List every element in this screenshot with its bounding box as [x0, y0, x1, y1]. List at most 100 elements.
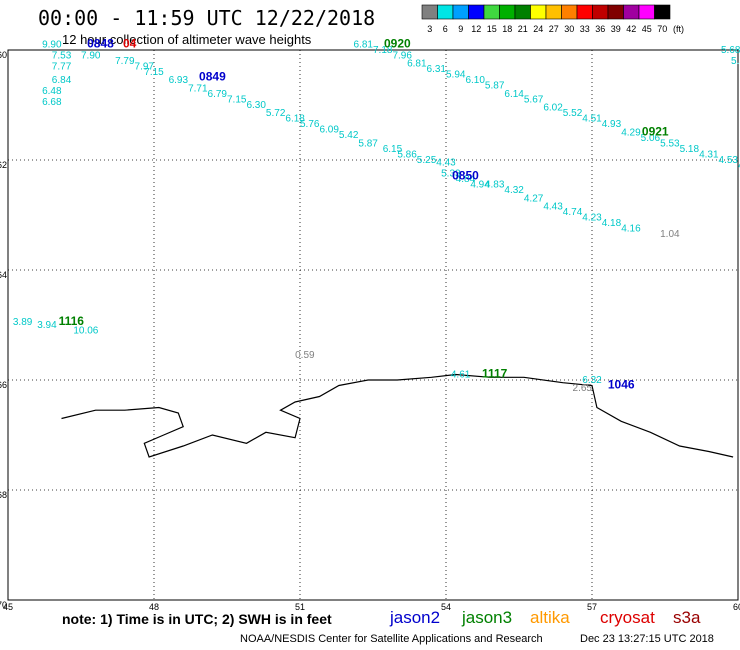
- swh-value-label: 1.04: [660, 229, 680, 240]
- swh-value-label: 5.94: [446, 70, 466, 81]
- swh-colorbar: 3 6 9 12 15 18 21 24 27 30 33 36 39 42 45 70 (ft): [421, 4, 684, 34]
- swh-value-label: 4.16: [621, 224, 641, 235]
- y-tick-label: -68: [0, 490, 7, 500]
- pass-time-label: 0849: [199, 69, 226, 83]
- colorbar-tick-label: 30: [564, 24, 574, 34]
- swh-value-label: 6.14: [504, 89, 524, 100]
- swh-value-label: 0.59: [295, 350, 315, 361]
- swh-value-label: 4.94: [470, 180, 490, 191]
- legend-jason3: jason3: [462, 608, 513, 627]
- colorbar-tick-label: 33: [580, 24, 590, 34]
- colorbar-tick-label: 9: [458, 24, 463, 34]
- swh-value-label: 3.94: [37, 320, 57, 331]
- swh-value-label: 6.68: [42, 97, 62, 108]
- swh-value-label: 6.81: [354, 39, 374, 50]
- swh-value-label: 5.53: [660, 138, 680, 149]
- swh-value-label: 6.84: [52, 75, 72, 86]
- y-tick-label: -60: [0, 50, 7, 60]
- footer-timestamp: Dec 23 13:27:15 UTC 2018: [580, 633, 714, 645]
- swh-value-label: 9.90: [42, 39, 62, 50]
- swh-value-label: 4.93: [602, 119, 622, 130]
- pass-time-label: 0921: [642, 124, 669, 138]
- swh-value-label: 5.87: [358, 138, 378, 149]
- swh-value-label: 7.15: [144, 67, 164, 78]
- y-tick-label: -70: [0, 600, 7, 610]
- swh-value-label: 4.84: [456, 174, 476, 185]
- x-tick-label: 57: [587, 602, 597, 610]
- x-tick-label: 54: [441, 602, 451, 610]
- swh-value-label: 5.42: [339, 130, 359, 141]
- swh-value-label: 5.68: [721, 45, 740, 56]
- swh-value-label: 6.79: [208, 89, 228, 100]
- pass-time-label: 1117: [482, 366, 508, 380]
- colorbar-unit: (ft): [673, 24, 684, 34]
- colorbar-tick-label: 3: [427, 24, 432, 34]
- swh-value-label: 4.43: [543, 202, 563, 213]
- swh-value-label: 7.77: [52, 61, 72, 72]
- swh-value-label: 4.53: [719, 155, 739, 166]
- swh-value-label: 4.43: [436, 158, 456, 169]
- colorbar-tick-label: 18: [502, 24, 512, 34]
- swh-value-label: 4.74: [563, 207, 583, 218]
- swh-value-label: 5.06: [641, 133, 661, 144]
- swh-value-label: 7.79: [115, 56, 135, 67]
- swh-value-label: 4.29: [621, 127, 641, 138]
- x-tick-label: 48: [149, 602, 159, 610]
- colorbar-tick-label: 12: [471, 24, 481, 34]
- swh-value-label: 5.76: [300, 119, 320, 130]
- x-tick-label: 51: [295, 602, 305, 610]
- swh-value-label: 5.25: [417, 155, 437, 166]
- swh-value-label: 6.32: [582, 375, 602, 386]
- swh-value-label: 7.18: [373, 45, 393, 56]
- swh-value-label: 5.87: [485, 81, 505, 92]
- swh-value-label: 6.81: [407, 59, 427, 70]
- pass-time-label: 04: [123, 36, 137, 50]
- swh-value-label: 7.90: [81, 50, 101, 61]
- swh-value-label: 6.15: [383, 144, 403, 155]
- swh-value-label: 5.72: [266, 108, 286, 119]
- colorbar-tick-label: 70: [657, 24, 667, 34]
- swh-value-label: 6.48: [42, 86, 62, 97]
- swh-value-label: 4.23: [582, 213, 602, 224]
- legend-s3a: s3a: [673, 608, 701, 627]
- swh-value-label: 10.06: [73, 325, 98, 336]
- swh-value-label: 4.27: [524, 193, 544, 204]
- swh-value-label: 5.33: [441, 169, 461, 180]
- swh-value-label: 6.09: [319, 125, 339, 136]
- legend-cryosat: cryosat: [600, 608, 655, 627]
- swh-value-label: 2.65: [573, 383, 593, 394]
- x-tick-label: 60: [733, 602, 740, 610]
- x-tick-label: 45: [3, 602, 13, 610]
- wave-height-map: 454851545760-60-62-64-66-68-709.907.537.…: [0, 36, 740, 610]
- colorbar-tick-label: 36: [595, 24, 605, 34]
- y-tick-label: -66: [0, 380, 7, 390]
- y-tick-label: -62: [0, 160, 7, 170]
- colorbar-tick-label: 24: [533, 24, 543, 34]
- swh-value-label: 7.15: [227, 94, 247, 105]
- colorbar-tick-label: 45: [642, 24, 652, 34]
- swh-value-label: 5.67: [524, 94, 544, 105]
- chart-title: 00:00 - 11:59 UTC 12/22/2018: [38, 6, 376, 30]
- swh-value-label: 4.32: [504, 185, 524, 196]
- pass-time-label: 0850: [452, 168, 479, 182]
- swh-value-label: 6.02: [543, 103, 563, 114]
- colorbar-tick-label: 27: [549, 24, 559, 34]
- swh-value-label: 7.97: [135, 61, 155, 72]
- swh-value-label: 4.18: [602, 218, 622, 229]
- pass-time-label: 0848: [87, 36, 114, 50]
- swh-value-label: 5.5: [731, 56, 740, 67]
- swh-value-label: 4.31: [699, 149, 719, 160]
- swh-value-label: 5.52: [563, 108, 583, 119]
- coastline: [61, 373, 734, 458]
- footer-credits: NOAA/NESDIS Center for Satellite Applica…: [240, 633, 543, 645]
- swh-value-label: 4.51: [582, 114, 602, 125]
- swh-value-label: 6.18: [285, 114, 305, 125]
- pass-time-label: 1046: [608, 377, 635, 391]
- y-tick-label: -64: [0, 270, 7, 280]
- swh-value-label: 5.86: [397, 149, 417, 160]
- swh-value-label: 6.30: [246, 100, 266, 111]
- swh-value-label: 3.89: [13, 317, 33, 328]
- legend-jason2: jason2: [390, 608, 441, 627]
- colorbar-tick-label: 15: [487, 24, 497, 34]
